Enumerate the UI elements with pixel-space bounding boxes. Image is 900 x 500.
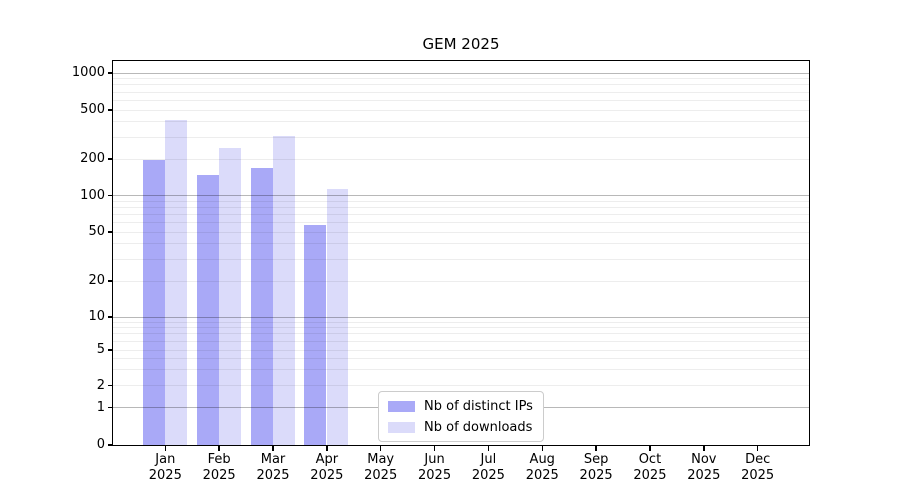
bar-downloads <box>165 120 187 445</box>
y-axis-tick-mark <box>108 316 113 318</box>
x-axis-tick-label: Jan 2025 <box>148 452 182 483</box>
x-axis-tick-mark <box>326 446 328 451</box>
bar-distinct-ips <box>142 159 165 445</box>
y-axis-tick-mark <box>108 158 113 160</box>
x-axis-tick-label: Mar 2025 <box>256 452 290 483</box>
bar-downloads <box>273 136 295 445</box>
x-axis-tick-label: Nov 2025 <box>687 452 721 483</box>
y-axis-tick-label: 50 <box>88 224 105 239</box>
y-axis-tick-mark <box>108 109 113 111</box>
x-axis-tick-mark <box>756 446 759 451</box>
y-axis-tick-mark <box>108 406 113 409</box>
y-axis-tick-label: 5 <box>96 342 105 357</box>
y-axis-tick-mark <box>108 384 113 387</box>
y-axis-tick-label: 0 <box>96 437 105 452</box>
y-axis-tick-mark <box>108 194 113 197</box>
bar-downloads <box>326 188 349 445</box>
x-axis-tick-label: Sep 2025 <box>579 452 613 483</box>
legend-item-downloads: Nb of downloads <box>388 418 533 436</box>
x-axis-tick-label: Apr 2025 <box>310 452 344 483</box>
y-axis-tick-mark <box>108 231 113 233</box>
chart-title: GEM 2025 <box>422 35 500 53</box>
x-axis-tick-label: Oct 2025 <box>633 452 667 483</box>
y-axis-tick-mark <box>108 349 113 351</box>
x-axis-tick-mark <box>487 446 490 451</box>
y-axis-tick-label: 10 <box>88 309 105 324</box>
x-axis-tick-label: Jul 2025 <box>471 452 505 483</box>
x-axis-tick-label: Feb 2025 <box>202 452 236 483</box>
x-axis-tick-label: Aug 2025 <box>525 452 559 483</box>
legend: Nb of distinct IPs Nb of downloads <box>378 391 544 442</box>
bar-distinct-ips <box>250 168 273 445</box>
x-axis-tick-label: Jun 2025 <box>418 452 452 483</box>
legend-swatch-downloads <box>388 421 415 433</box>
legend-label-downloads: Nb of downloads <box>424 419 533 435</box>
x-axis-tick-mark <box>541 446 543 451</box>
x-axis-tick-label: May 2025 <box>364 452 398 483</box>
y-axis-tick-label: 1 <box>96 399 105 415</box>
plot-area: Nb of distinct IPs Nb of downloads <box>112 60 810 446</box>
x-axis-tick-mark <box>649 446 651 451</box>
bar-distinct-ips <box>304 224 327 445</box>
bar-downloads <box>219 147 241 445</box>
x-axis-tick-mark <box>433 446 436 451</box>
y-axis-tick-mark <box>108 72 113 74</box>
x-axis-tick-mark <box>218 446 220 451</box>
y-axis-tick-mark <box>108 444 113 446</box>
x-axis-tick-mark <box>703 446 705 451</box>
x-axis-tick-mark <box>595 446 597 451</box>
y-axis-tick-label: 200 <box>80 151 105 166</box>
y-axis-tick-label: 1000 <box>71 65 105 80</box>
y-axis-tick-label: 2 <box>96 377 105 393</box>
x-axis-tick-mark <box>272 446 274 451</box>
bar-distinct-ips <box>196 175 219 445</box>
x-axis-tick-mark <box>379 446 382 451</box>
y-axis-tick-mark <box>108 280 113 282</box>
x-axis-tick-label: Dec 2025 <box>741 452 775 483</box>
bars-layer <box>113 61 809 445</box>
y-axis-tick-label: 500 <box>80 102 105 117</box>
legend-label-distinct-ips: Nb of distinct IPs <box>424 398 533 414</box>
y-axis-tick-label: 20 <box>88 273 105 288</box>
legend-item-distinct-ips: Nb of distinct IPs <box>388 397 533 415</box>
legend-swatch-distinct-ips <box>388 400 415 412</box>
y-axis-tick-label: 100 <box>80 187 105 203</box>
x-axis-tick-mark <box>164 446 167 451</box>
